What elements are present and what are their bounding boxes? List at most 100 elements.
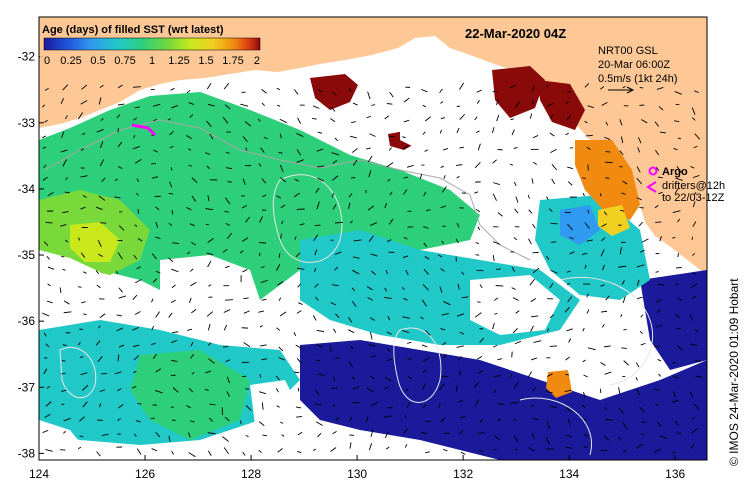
- current-vector: [474, 191, 479, 194]
- current-vector: [567, 296, 573, 303]
- current-vector: [62, 84, 69, 91]
- current-vector: [313, 234, 319, 242]
- credit-text: © IMOS 24-Mar-2020 01:09 Hobart: [727, 278, 741, 466]
- current-vector: [437, 254, 443, 258]
- current-vector: [455, 385, 458, 392]
- current-vector: [443, 175, 446, 179]
- current-vector: [690, 391, 693, 398]
- current-vector: [366, 115, 372, 119]
- current-vector: [694, 329, 699, 332]
- current-vector: [260, 344, 267, 347]
- current-vector: [245, 405, 252, 411]
- current-vector: [188, 387, 194, 393]
- current-vector: [439, 88, 443, 94]
- current-vector: [457, 283, 460, 290]
- current-vector: [550, 241, 557, 243]
- current-vector: [636, 166, 641, 173]
- current-vector: [171, 268, 179, 273]
- current-vector: [209, 133, 214, 140]
- current-vector: [43, 241, 49, 246]
- current-vector: [370, 401, 379, 407]
- current-vector: [277, 104, 281, 107]
- current-vector: [188, 432, 191, 438]
- current-vectors: [41, 82, 703, 458]
- current-vector: [438, 383, 445, 390]
- current-vector: [187, 328, 193, 331]
- current-vector: [43, 332, 47, 337]
- current-vector: [403, 428, 408, 434]
- current-vector: [60, 98, 64, 105]
- current-vector: [278, 253, 281, 258]
- y-tick-label: -32: [18, 50, 36, 64]
- current-vector: [171, 340, 178, 343]
- current-vector: [351, 287, 356, 292]
- current-vector: [189, 297, 192, 304]
- current-vector: [422, 284, 429, 291]
- current-vector: [677, 297, 682, 301]
- current-vector: [440, 117, 446, 119]
- colorbar-ticks: 0 0.25 0.5 0.75 1 1.25 1.5 1.75 2: [44, 55, 260, 67]
- current-vector: [294, 371, 300, 374]
- current-vector: [581, 252, 588, 256]
- current-vector: [207, 103, 215, 107]
- current-vector: [622, 85, 626, 89]
- current-vector: [514, 101, 521, 108]
- current-vector: [83, 271, 87, 274]
- current-vector: [655, 271, 659, 273]
- current-vector: [384, 386, 389, 390]
- current-vector: [98, 253, 104, 257]
- current-vector: [243, 310, 250, 314]
- current-vector: [172, 387, 179, 393]
- current-vector: [587, 105, 594, 109]
- current-vector: [654, 205, 659, 209]
- sst-patch-darkred-3: [492, 66, 545, 118]
- current-vector: [133, 134, 136, 139]
- current-vector: [407, 358, 413, 360]
- current-vector: [510, 118, 514, 121]
- current-vector: [674, 91, 682, 95]
- current-vector: [226, 232, 233, 240]
- current-vector: [419, 173, 423, 180]
- current-vector: [515, 310, 520, 314]
- current-vector: [133, 370, 137, 374]
- current-vector: [347, 329, 355, 334]
- current-vector: [456, 313, 465, 317]
- current-vector: [569, 236, 574, 240]
- current-vector: [116, 314, 123, 317]
- current-vector: [673, 148, 678, 151]
- current-vector: [45, 401, 52, 407]
- current-vector: [334, 221, 343, 224]
- current-vector: [584, 222, 590, 229]
- current-vector: [79, 356, 84, 359]
- current-vector: [225, 151, 230, 154]
- current-vector: [497, 358, 503, 361]
- current-vector: [581, 404, 586, 408]
- current-vector: [619, 119, 623, 126]
- current-vector: [565, 132, 569, 136]
- current-vector: [47, 266, 55, 270]
- current-vector: [171, 359, 178, 363]
- current-vector: [618, 436, 621, 441]
- current-vector: [169, 145, 174, 149]
- current-vector: [425, 451, 430, 454]
- current-vector: [659, 435, 667, 439]
- current-vector: [694, 403, 700, 411]
- current-vector: [64, 191, 70, 194]
- current-vector: [332, 159, 338, 164]
- current-vector: [98, 97, 102, 105]
- current-vector: [117, 165, 123, 170]
- current-vector: [80, 148, 85, 151]
- sst-patch-orange-coast: [575, 140, 640, 220]
- current-vector: [245, 147, 248, 151]
- current-vector: [116, 114, 121, 119]
- current-vector: [99, 159, 105, 167]
- current-vector: [440, 101, 444, 104]
- current-vector: [640, 342, 646, 346]
- current-vector: [623, 328, 627, 331]
- current-vector: [316, 201, 320, 210]
- current-vector: [422, 369, 427, 373]
- colorbar-tick-label: 0.5: [90, 55, 105, 67]
- current-vector: [674, 420, 679, 426]
- current-vector: [315, 187, 320, 194]
- current-vector: [314, 403, 322, 406]
